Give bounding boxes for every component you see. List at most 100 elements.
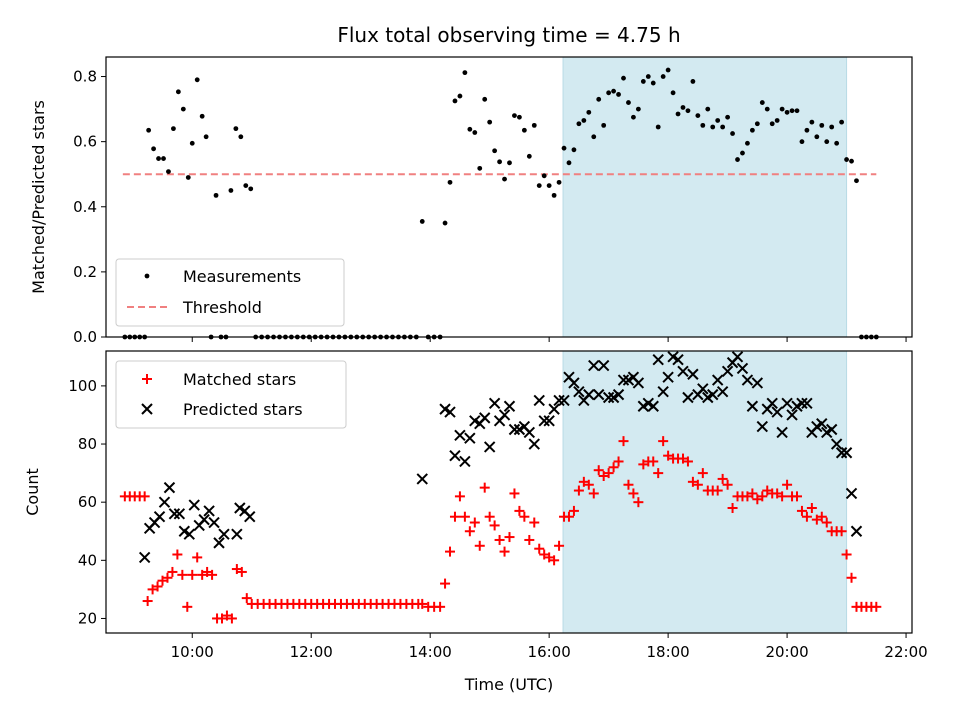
measurement-point (517, 114, 522, 120)
measurement-point (690, 79, 696, 84)
measurement-point (650, 80, 656, 86)
matched-star-point (653, 468, 664, 479)
predicted-star-point (479, 412, 491, 424)
measurement-point (769, 121, 775, 127)
measurement-point (442, 220, 448, 226)
bottom-legend: Matched stars Predicted stars (115, 360, 347, 429)
predicted-star-point (746, 400, 759, 412)
matched-star-point (435, 601, 446, 612)
matched-star-point (871, 601, 882, 612)
bottom-x-axis: 10:00 12:00 14:00 16:00 18:00 20:00 22:00 (171, 633, 928, 661)
predicted-star-point (553, 394, 565, 407)
chart-title: Flux total observing time = 4.75 h (337, 23, 680, 47)
matched-star-point (588, 488, 599, 499)
measurement-point (452, 98, 458, 104)
measurement-point (685, 108, 691, 114)
measurement-point (839, 119, 845, 125)
matched-star-point (846, 572, 857, 583)
predicted-star-point (721, 365, 734, 378)
measurement-point (849, 158, 854, 164)
legend-predicted-cross (141, 403, 153, 415)
predicted-star-point (163, 481, 176, 494)
predicted-star-point (597, 359, 610, 372)
predicted-star-point (786, 409, 798, 421)
predicted-star-point (153, 511, 166, 523)
matched-star-point (796, 505, 807, 516)
top-legend: Measurements Threshold (115, 258, 345, 327)
bottom-xtick-label-5: 20:00 (765, 643, 808, 661)
measurement-point (566, 160, 572, 166)
matched-star-point (182, 601, 193, 612)
matched-star-point (821, 517, 832, 528)
measurement-point (829, 124, 835, 130)
measurement-point (536, 183, 542, 189)
matched-star-point (445, 546, 456, 557)
matched-star-point (648, 456, 659, 467)
predicted-star-point (244, 511, 256, 523)
measurement-point (243, 183, 249, 189)
legend-predicted-marker (141, 403, 153, 415)
measurement-point (670, 90, 676, 96)
predicted-star-point (538, 415, 550, 427)
matched-star-point (454, 491, 465, 502)
matched-star-point (524, 534, 535, 545)
predicted-star-point (771, 406, 783, 418)
measurement-point (419, 219, 425, 224)
measurement-point (725, 114, 731, 120)
predicted-star-point (168, 508, 181, 520)
matched-star-point (484, 511, 495, 522)
measurement-point (581, 118, 587, 123)
measurement-point (710, 124, 716, 130)
predicted-star-point (483, 441, 496, 453)
matched-star-point (573, 485, 584, 496)
matched-star-point (623, 479, 634, 490)
bottom-xtick-label-6: 22:00 (884, 643, 927, 661)
measurement-point (507, 160, 512, 166)
matched-star-point (757, 491, 768, 502)
predicted-star-point (850, 525, 863, 537)
bottom-axes-frame (105, 350, 913, 634)
predicted-star-point (781, 397, 793, 410)
measurement-point (477, 165, 483, 171)
predicted-star-point (183, 528, 195, 540)
measurement-point (700, 122, 706, 128)
measurement-point (512, 113, 517, 119)
predicted-star-point (213, 537, 225, 549)
measurement-point (194, 77, 200, 83)
predicted-star-point (756, 420, 769, 433)
predicted-star-point (835, 447, 848, 459)
measurement-point (551, 192, 557, 198)
measurement-point (735, 157, 740, 162)
predicted-star-point (416, 473, 428, 485)
measurement-point (546, 183, 552, 189)
measurement-point (730, 131, 735, 136)
measurement-point (764, 106, 770, 112)
measurement-point (819, 122, 825, 128)
matched-star-point (417, 598, 428, 609)
bottom-ytick-label-4: 100 (68, 377, 97, 395)
predicted-star-point (444, 406, 456, 418)
measurement-point (175, 89, 181, 95)
measurement-point (640, 79, 646, 84)
measurement-point (794, 108, 800, 114)
predicted-star-point (647, 400, 659, 412)
predicted-star-point (751, 377, 764, 389)
measurement-point (740, 150, 745, 156)
predicted-star-point (558, 394, 570, 407)
matched-star-point (816, 511, 827, 522)
measurement-point (754, 121, 760, 127)
predicted-star-point (173, 508, 186, 520)
predicted-star-point (612, 388, 625, 401)
predicted-star-point (662, 371, 674, 383)
predicted-star-point (845, 487, 858, 500)
matched-star-point (192, 552, 203, 563)
measurement-point (626, 100, 631, 105)
predicted-star-point (158, 496, 171, 508)
measurement-point (621, 75, 626, 81)
predicted-star-point (682, 391, 694, 404)
matched-star-point (727, 502, 738, 513)
matched-star-point (449, 511, 460, 522)
measurement-point (189, 140, 195, 146)
predicted-star-point (731, 351, 744, 363)
matched-star-point (628, 488, 639, 499)
